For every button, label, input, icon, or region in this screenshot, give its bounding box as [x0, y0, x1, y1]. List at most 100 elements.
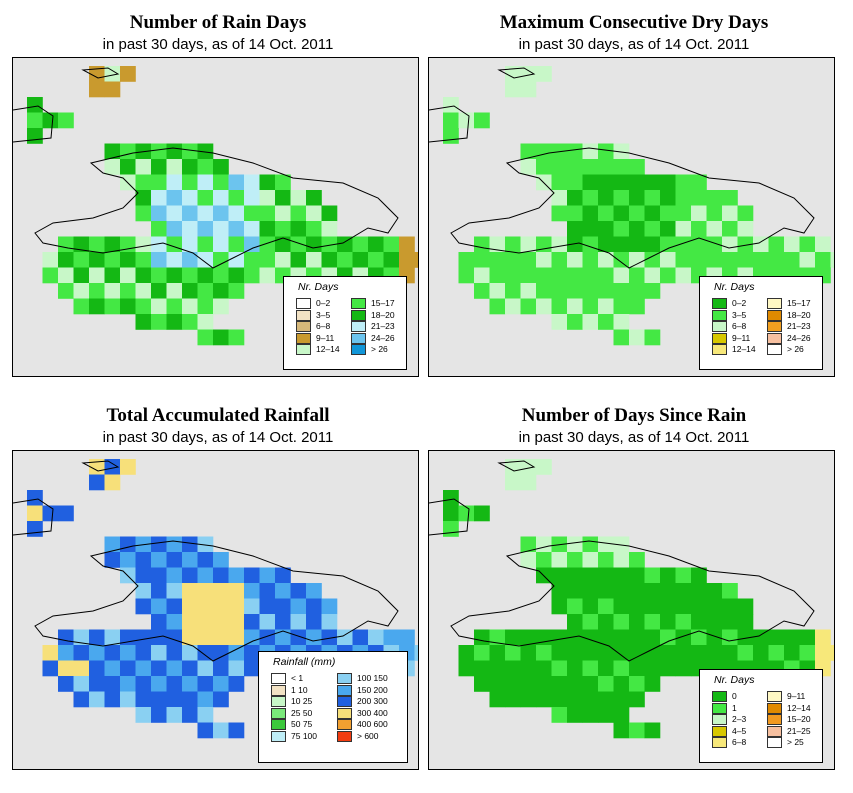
grid-cell: [182, 536, 198, 553]
grid-cell: [551, 691, 568, 708]
grid-cell: [567, 614, 583, 630]
legend-swatch: [767, 344, 782, 355]
grid-cell: [151, 645, 167, 661]
grid-cell: [244, 629, 260, 646]
grid-cell: [414, 645, 418, 661]
grid-cell: [629, 190, 645, 206]
legend-label: 1: [732, 702, 737, 713]
grid-cell: [536, 691, 552, 708]
grid-cell: [228, 722, 245, 739]
grid-cell: [598, 190, 614, 206]
grid-cell: [691, 174, 707, 191]
legend-swatch: [337, 719, 352, 730]
grid-cell: [275, 583, 291, 599]
grid-cell: [598, 598, 614, 615]
map-grid: [13, 66, 418, 346]
grid-cell: [567, 707, 583, 723]
grid-cell: [629, 221, 645, 237]
grid-cell: [784, 236, 800, 253]
grid-cell: [613, 536, 630, 553]
grid-cell: [275, 629, 291, 646]
grid-cell: [213, 174, 229, 191]
grid-cell: [182, 267, 198, 284]
legend-swatch: [767, 702, 782, 714]
grid-cell: [135, 298, 152, 315]
grid-cell: [443, 521, 459, 537]
grid-cell: [213, 236, 229, 253]
grid-cell: [691, 252, 707, 268]
grid-cell: [753, 645, 769, 661]
legend-swatch: [351, 309, 366, 321]
grid-cell: [182, 552, 198, 568]
grid-cell: [368, 236, 384, 253]
grid-cell: [27, 521, 43, 537]
grid-cell: [520, 552, 537, 568]
grid-cell: [722, 190, 738, 206]
legend-swatch: [712, 714, 727, 725]
grid-cell: [613, 660, 630, 677]
grid-cell: [275, 221, 291, 237]
legend-swatch: [767, 332, 782, 344]
grid-cell: [166, 298, 183, 315]
legend-swatch: [712, 321, 727, 332]
legend-swatch: [712, 737, 727, 748]
legend-swatch: [271, 673, 286, 684]
grid-cell: [89, 283, 105, 299]
grid-cell: [660, 598, 676, 615]
grid-cell: [815, 645, 831, 661]
grid-cell: [213, 645, 229, 661]
grid-cell: [89, 629, 105, 646]
grid-cell: [151, 267, 167, 284]
grid-cell: [629, 567, 645, 584]
grid-cell: [151, 252, 167, 268]
grid-cell: [799, 629, 816, 646]
grid-cell: [737, 629, 754, 646]
grid-cell: [166, 629, 183, 646]
grid-cell: [228, 660, 245, 677]
grid-cell: [89, 474, 105, 491]
grid-cell: [443, 97, 459, 113]
grid-cell: [629, 660, 645, 677]
grid-cell: [598, 221, 614, 237]
grid-cell: [321, 598, 338, 615]
grid-cell: [182, 614, 198, 630]
grid-cell: [135, 645, 152, 661]
grid-cell: [151, 567, 167, 584]
grid-cell: [706, 205, 723, 222]
grid-cell: [675, 205, 692, 222]
grid-cell: [120, 66, 136, 82]
panel-subtitle: in past 30 days, as of 14 Oct. 2011: [518, 36, 750, 53]
grid-cell: [104, 629, 121, 646]
grid-cell: [104, 236, 121, 253]
grid-cell: [182, 252, 198, 268]
grid-cell: [197, 298, 214, 315]
legend-title: Nr. Days: [714, 281, 755, 293]
grid-cell: [166, 536, 183, 553]
grid-cell: [135, 598, 152, 615]
grid-cell: [706, 221, 723, 237]
grid-cell: [582, 676, 599, 692]
grid-cell: [613, 252, 630, 268]
grid-cell: [567, 221, 583, 237]
grid-cell: [244, 221, 260, 237]
grid-cell: [660, 205, 676, 222]
grid-cell: [166, 252, 183, 268]
grid-cell: [505, 81, 521, 98]
grid-cell: [582, 598, 599, 615]
grid-cell: [567, 552, 583, 568]
legend-label: 9–11: [787, 691, 806, 701]
grid-cell: [629, 329, 645, 346]
legend-swatch: [271, 684, 286, 696]
grid-cell: [89, 236, 105, 253]
grid-cell: [598, 567, 614, 584]
grid-cell: [213, 283, 229, 299]
grid-cell: [582, 283, 599, 299]
grid-cell: [135, 159, 152, 175]
grid-cell: [458, 660, 475, 677]
grid-cell: [399, 629, 415, 646]
panel-title: Number of Days Since Rain: [521, 405, 747, 426]
grid-cell: [151, 552, 167, 568]
grid-cell: [182, 174, 198, 191]
grid-cell: [228, 252, 245, 268]
legend-label: 0: [732, 691, 737, 701]
